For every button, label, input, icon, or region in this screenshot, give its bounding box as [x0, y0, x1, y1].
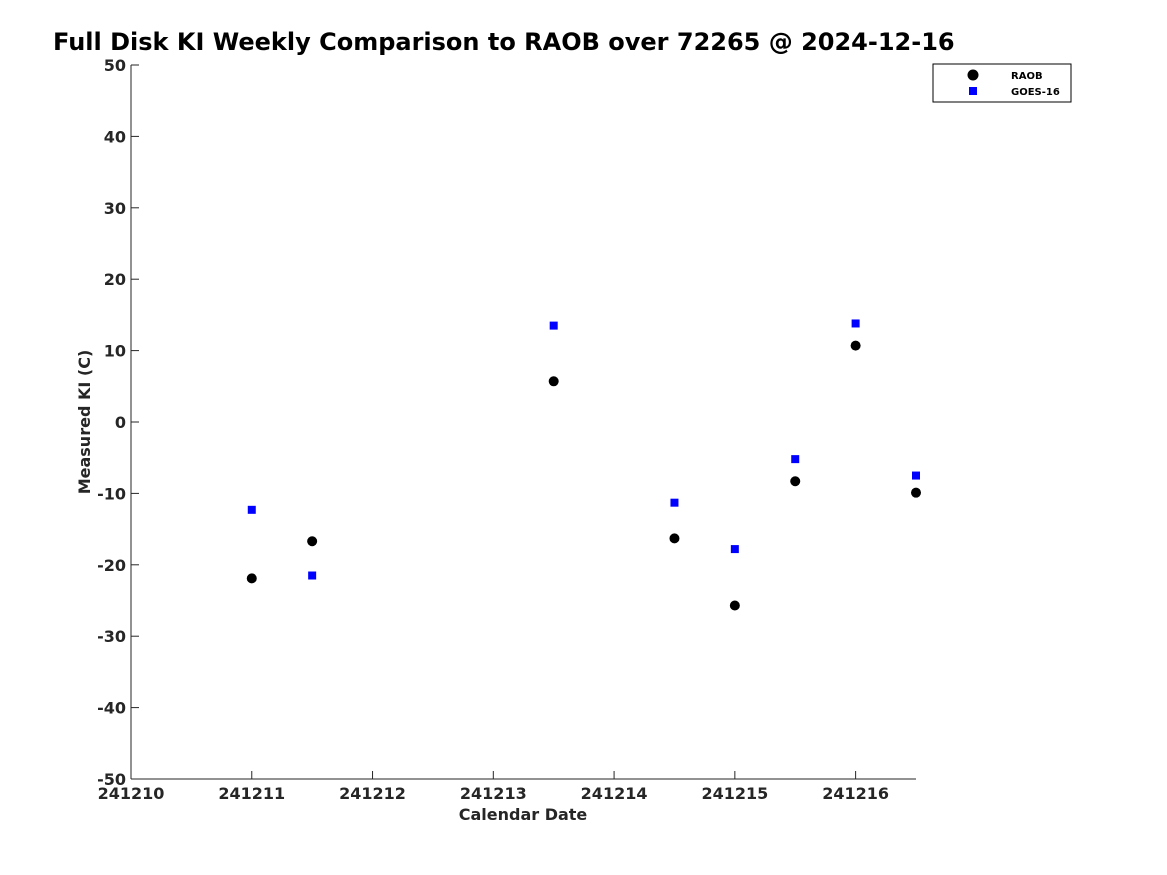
y-axis-label: Measured KI (C)	[75, 350, 94, 495]
goes-16-point	[308, 571, 317, 580]
raob-point	[729, 600, 740, 611]
y-tick-label: 50	[104, 56, 126, 75]
goes-16-point	[912, 471, 920, 480]
x-tick-label: 241212	[339, 784, 406, 803]
raob-point	[548, 376, 559, 387]
x-tick-label: 241210	[98, 784, 165, 803]
raob-point	[307, 536, 318, 547]
raob-point	[669, 533, 680, 544]
goes-16-point	[670, 498, 679, 507]
raob-point	[246, 573, 257, 584]
legend-marker-goes-16	[969, 87, 977, 95]
y-tick-label: 10	[104, 342, 126, 361]
y-tick-label: -40	[97, 699, 126, 718]
goes-16-point	[549, 321, 558, 330]
legend-label-raob: RAOB	[1011, 71, 1043, 82]
legend-label-goes-16: GOES-16	[1011, 87, 1060, 98]
data-points	[246, 319, 921, 611]
goes-16-point	[851, 319, 860, 328]
x-axis-ticks: 241210 241211 241212 241213 241214 241215 2412…	[98, 771, 889, 803]
raob-point	[790, 476, 801, 487]
x-tick-label: 241214	[581, 784, 648, 803]
y-tick-label: -20	[97, 556, 126, 575]
y-tick-label: 40	[104, 127, 126, 146]
y-axis-ticks: 50 40 30 20 10 0 -10 -20 -30 -40 -50	[97, 56, 139, 789]
x-tick-label: 241211	[218, 784, 285, 803]
legend: RAOB GOES-16	[932, 63, 1072, 103]
y-tick-label: 30	[104, 199, 126, 218]
y-tick-label: -50	[97, 770, 126, 789]
y-tick-label: -30	[97, 627, 126, 646]
goes-16-point	[730, 545, 739, 554]
chart-title: Full Disk KI Weekly Comparison to RAOB o…	[53, 28, 955, 56]
goes-16-point	[247, 505, 256, 514]
y-tick-label: -10	[97, 484, 126, 503]
raob-point	[911, 487, 921, 498]
x-tick-label: 241213	[460, 784, 527, 803]
legend-box	[932, 63, 1072, 103]
raob-point	[850, 340, 861, 351]
y-tick-label: 20	[104, 270, 126, 289]
x-axis-label: Calendar Date	[459, 805, 588, 824]
x-tick-label: 241216	[822, 784, 889, 803]
goes-16-point	[791, 455, 800, 464]
legend-marker-raob	[967, 69, 979, 81]
x-tick-label: 241215	[701, 784, 768, 803]
y-tick-label: 0	[115, 413, 126, 432]
axes	[130, 65, 916, 780]
